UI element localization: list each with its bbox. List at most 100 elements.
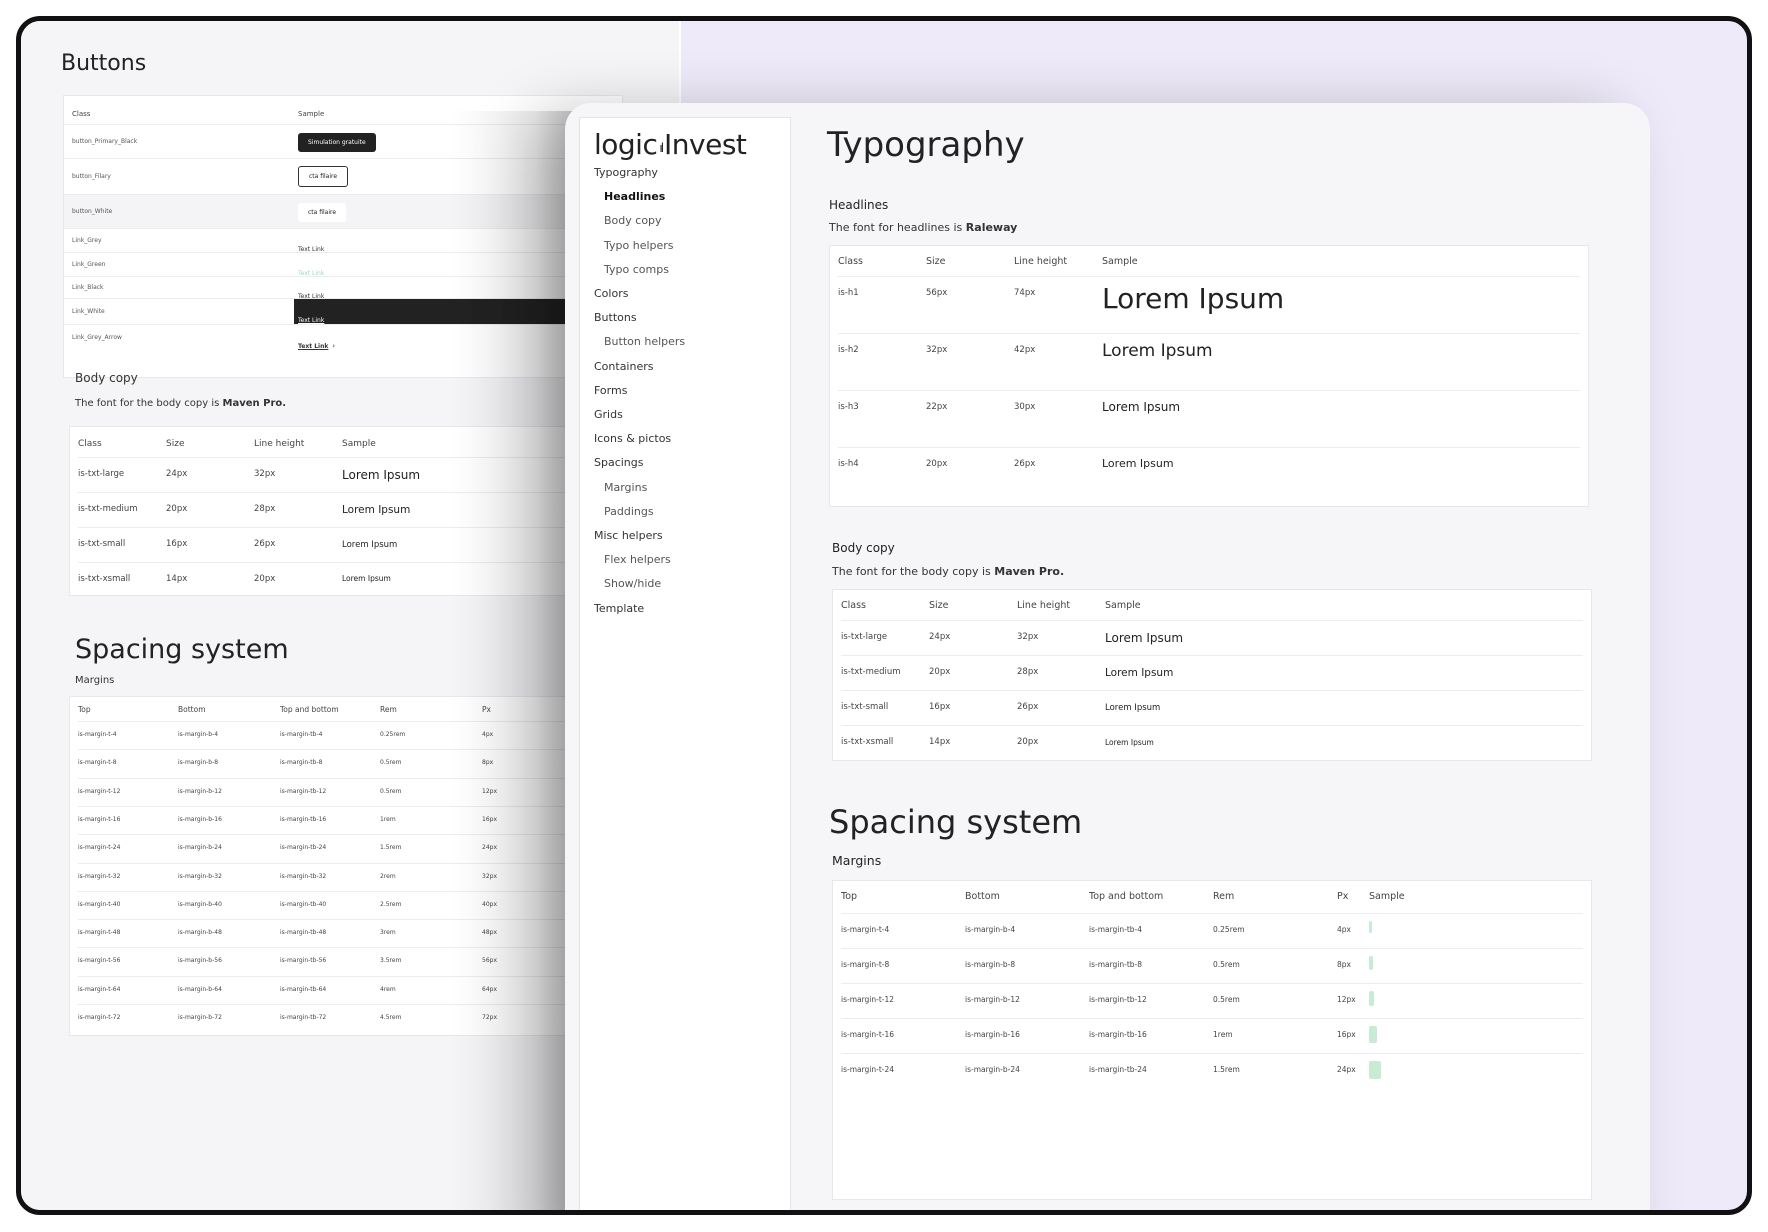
simulation-button[interactable]: Simulation gratuite <box>298 133 376 152</box>
table-cell: is-margin-b-8 <box>965 960 1016 969</box>
text-link[interactable]: Text Link <box>298 317 325 324</box>
row-divider <box>838 276 1580 277</box>
table-row: Link_Grey_Arrow Text Link › <box>64 324 622 350</box>
row-divider <box>78 457 620 458</box>
table-cell: is-margin-t-24 <box>841 1065 895 1074</box>
column-header: Sample <box>298 110 325 118</box>
sidebar-item-flex-helpers[interactable]: Flex helpers <box>604 553 671 567</box>
table-cell: 1.5rem <box>1213 1065 1240 1074</box>
table-cell: is-margin-b-24 <box>965 1065 1020 1074</box>
table-cell: is-txt-large <box>841 632 888 642</box>
row-divider <box>78 721 620 722</box>
sidebar-item-forms[interactable]: Forms <box>594 383 628 397</box>
sidebar-item-misc-helpers[interactable]: Misc helpers <box>594 529 663 542</box>
table-cell: 4px <box>1337 925 1351 934</box>
text-link[interactable]: Text Link <box>298 293 325 300</box>
sidebar-item-grids[interactable]: Grids <box>594 408 623 421</box>
table-cell: is-margin-tb-12 <box>280 787 327 795</box>
column-header: Top and bottom <box>280 705 339 714</box>
table-cell: 1rem <box>1213 1030 1233 1039</box>
sidebar-item-button-helpers[interactable]: Button helpers <box>604 335 686 349</box>
column-header: Sample <box>1105 600 1141 611</box>
margins-title: Margins <box>75 675 115 686</box>
sidebar-item-margins[interactable]: Margins <box>604 480 648 494</box>
table-cell: 20px <box>254 574 276 584</box>
table-cell: is-margin-b-16 <box>178 815 222 823</box>
table-row: button_Filary cta filaire <box>64 158 622 194</box>
table-cell: is-margin-t-40 <box>78 900 121 908</box>
spacing-sample-swatch <box>1369 921 1372 933</box>
table-cell: 14px <box>166 574 188 584</box>
column-header: Line height <box>1017 600 1071 611</box>
row-divider <box>78 834 620 836</box>
sidebar-item-buttons[interactable]: Buttons <box>594 311 637 325</box>
table-cell: is-txt-large <box>78 469 125 479</box>
sample-text: Lorem Ipsum <box>1105 631 1184 645</box>
table-cell: is-margin-t-16 <box>841 1030 895 1039</box>
sidebar-item-typography[interactable]: Typography <box>594 166 658 179</box>
sidebar-item-containers[interactable]: Containers <box>594 359 654 373</box>
body-copy-title: Body copy <box>832 541 895 555</box>
table-cell: is-txt-medium <box>841 667 901 677</box>
sidebar-item-headlines[interactable]: Headlines <box>604 190 666 204</box>
table-cell: 1rem <box>380 815 396 823</box>
sample-text: Lorem Ipsum <box>342 574 391 583</box>
table-cell: is-margin-t-12 <box>78 787 121 795</box>
sample-cell: cta filaire <box>298 163 349 187</box>
table-cell: 14px <box>929 737 951 747</box>
row-divider <box>78 975 620 977</box>
row-divider <box>78 805 620 807</box>
text-link[interactable]: Text Link <box>298 343 329 350</box>
sidebar-item-show-hide[interactable]: Show/hide <box>604 577 662 591</box>
sidebar-item-typo-comps[interactable]: Typo comps <box>604 262 669 276</box>
sidebar-item-template[interactable]: Template <box>594 601 645 615</box>
sidebar-item-typo-helpers[interactable]: Typo helpers <box>604 238 674 252</box>
table-cell: 48px <box>482 929 497 936</box>
column-header: Top <box>78 705 91 714</box>
table-cell: 26px <box>254 539 276 549</box>
sample-cell: Text Link <box>298 283 324 302</box>
table-cell: is-margin-t-8 <box>78 759 117 767</box>
row-divider <box>841 620 1583 621</box>
table-cell: 26px <box>1017 702 1039 712</box>
table-row: button_White cta filaire <box>64 194 622 228</box>
table-row: Link_Green Text Link <box>64 252 622 277</box>
table-cell: 26px <box>1014 459 1036 469</box>
sidebar-item-paddings[interactable]: Paddings <box>604 504 654 518</box>
table-cell: is-margin-b-72 <box>178 1014 222 1021</box>
body-copy-table: Class Size Line height Sample is-txt-large 24… <box>832 589 1592 761</box>
sidebar-item-spacings[interactable]: Spacings <box>594 456 644 470</box>
row-divider <box>78 749 620 751</box>
table-row: Link_Grey Text Link <box>64 228 622 253</box>
body-copy-description: The font for the body copy is Maven Pro. <box>832 565 1065 578</box>
class-name: Link_White <box>72 308 105 315</box>
sidebar-item-colors[interactable]: Colors <box>594 287 629 300</box>
table-cell: is-margin-t-32 <box>78 872 121 880</box>
text-link[interactable]: Text Link <box>298 270 325 277</box>
headlines-table: Class Size Line height Sample is-h1 56px 74px L… <box>829 245 1589 507</box>
cta-white-button[interactable]: cta filaire <box>298 203 347 222</box>
table-cell: 24px <box>166 469 188 479</box>
sample-text: Lorem Ipsum <box>1102 457 1174 470</box>
table-cell: 56px <box>926 288 948 298</box>
row-divider <box>841 1018 1583 1019</box>
sidebar-item-body-copy[interactable]: Body copy <box>604 214 662 228</box>
table-cell: is-margin-tb-48 <box>280 929 327 937</box>
row-divider <box>838 333 1580 334</box>
table-cell: 28px <box>1017 667 1039 677</box>
column-header: Class <box>72 110 91 118</box>
table-cell: 32px <box>1017 632 1039 642</box>
table-cell: 28px <box>254 504 276 514</box>
table-cell: 3rem <box>380 929 396 937</box>
sample-text: Lorem Ipsum <box>1102 341 1213 361</box>
table-cell: 16px <box>1337 1030 1356 1039</box>
table-cell: is-margin-t-24 <box>78 844 121 852</box>
table-cell: is-margin-tb-72 <box>280 1014 327 1021</box>
table-cell: 24px <box>482 844 497 851</box>
sidebar-item-icons-pictos[interactable]: Icons & pictos <box>594 432 672 446</box>
table-cell: is-margin-tb-8 <box>280 759 323 767</box>
text-link[interactable]: Text Link <box>298 246 325 253</box>
row-divider <box>78 890 620 892</box>
cta-filaire-button[interactable]: cta filaire <box>298 166 349 187</box>
body-copy-title: Body copy <box>75 371 138 385</box>
